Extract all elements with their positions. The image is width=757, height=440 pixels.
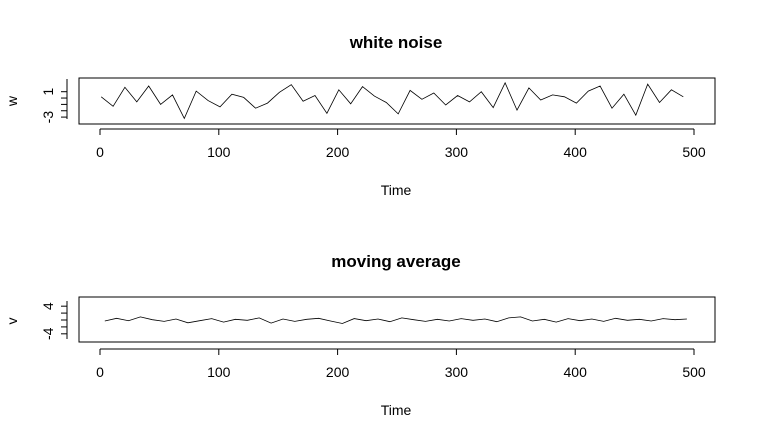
x-ticks: 0 100 200 300 400 500 xyxy=(96,349,706,380)
x-tick-label: 200 xyxy=(326,144,350,160)
y-tick-label: -3 xyxy=(40,111,56,124)
panel-moving-average: moving average 0 100 200 300 400 500 -4 4 Time… xyxy=(4,252,716,418)
x-tick-label: 400 xyxy=(564,144,588,160)
y-axis-label: w xyxy=(4,95,20,107)
y-tick-label: 4 xyxy=(40,302,56,310)
x-tick-label: 200 xyxy=(326,364,350,380)
chart-title: moving average xyxy=(331,252,460,271)
x-tick-label: 300 xyxy=(445,144,469,160)
y-tick-label: -4 xyxy=(40,327,56,340)
x-tick-label: 500 xyxy=(682,144,706,160)
x-tick-label: 100 xyxy=(207,144,231,160)
series-line xyxy=(104,316,687,324)
x-tick-label: 0 xyxy=(96,144,104,160)
y-ticks: -4 4 xyxy=(40,302,67,340)
x-tick-label: 400 xyxy=(564,364,588,380)
x-ticks: 0 100 200 300 400 500 xyxy=(96,129,706,160)
y-axis-label: v xyxy=(4,318,20,325)
x-tick-label: 300 xyxy=(445,364,469,380)
x-tick-label: 500 xyxy=(682,364,706,380)
plot-box xyxy=(78,296,716,343)
x-tick-label: 0 xyxy=(96,364,104,380)
series-line xyxy=(100,81,684,120)
x-axis-label: Time xyxy=(381,182,412,198)
y-ticks: -3 1 xyxy=(40,88,67,124)
x-tick-label: 100 xyxy=(207,364,231,380)
chart-title: white noise xyxy=(349,33,443,52)
plot-box xyxy=(78,77,716,125)
panel-white-noise: white noise 0 100 200 300 400 500 -3 1 Time w xyxy=(4,33,716,198)
y-tick-label: 1 xyxy=(40,88,56,96)
x-axis-label: Time xyxy=(381,402,412,418)
